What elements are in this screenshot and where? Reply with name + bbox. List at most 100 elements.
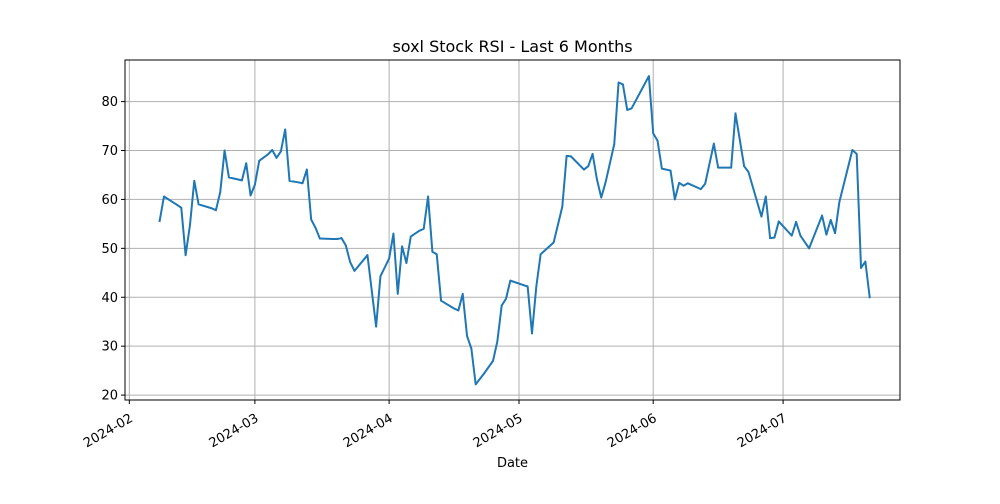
rsi-data-point xyxy=(673,198,676,201)
rsi-data-point xyxy=(210,207,213,210)
rsi-data-point xyxy=(496,340,499,343)
y-tick-label: 70 xyxy=(101,144,118,159)
plot-frame xyxy=(124,59,901,401)
rsi-data-point xyxy=(405,262,408,264)
rsi-data-point xyxy=(340,237,343,239)
rsi-data-point xyxy=(245,162,248,165)
rsi-data-point xyxy=(626,109,629,111)
rsi-data-point xyxy=(492,359,494,362)
rsi-data-point xyxy=(704,182,707,185)
rsi-data-point xyxy=(483,372,486,374)
rsi-data-point xyxy=(336,238,339,240)
rsi-data-point xyxy=(591,153,594,155)
rsi-data-point xyxy=(712,142,715,145)
rsi-data-point xyxy=(297,181,300,184)
rsi-data-point xyxy=(253,183,256,186)
rsi-data-point xyxy=(522,284,525,286)
rsi-data-point xyxy=(158,220,161,222)
rsi-data-point xyxy=(461,292,464,295)
rsi-data-point xyxy=(734,112,737,115)
rsi-data-point xyxy=(531,332,533,335)
rsi-data-point xyxy=(288,179,291,182)
rsi-data-point xyxy=(266,153,269,156)
rsi-data-point xyxy=(427,195,429,198)
rsi-data-point xyxy=(189,224,191,227)
rsi-data-point xyxy=(868,296,871,299)
rsi-data-point xyxy=(500,304,503,307)
rsi-data-point xyxy=(790,234,793,237)
rsi-data-point xyxy=(583,168,585,171)
rsi-data-point xyxy=(760,215,763,218)
chart-title: soxl Stock RSI - Last 6 Months xyxy=(392,37,632,56)
rsi-data-point xyxy=(331,238,334,240)
rsi-data-point xyxy=(539,253,542,256)
rsi-data-point xyxy=(219,191,222,193)
rsi-data-point xyxy=(509,279,512,282)
rsi-data-point xyxy=(622,83,624,86)
rsi-data-point xyxy=(660,167,663,170)
rsi-data-point xyxy=(279,150,282,153)
rsi-data-point xyxy=(249,194,252,197)
y-tick-label: 80 xyxy=(101,95,118,110)
rsi-data-point xyxy=(310,218,313,221)
rsi-data-point xyxy=(184,254,187,257)
rsi-data-point xyxy=(769,237,772,239)
rsi-data-point xyxy=(604,181,607,184)
rsi-data-point xyxy=(301,182,304,185)
rsi-data-point xyxy=(596,178,598,181)
rsi-data-point xyxy=(669,169,672,172)
rsi-data-point xyxy=(526,285,529,288)
rsi-data-point xyxy=(630,107,633,110)
rsi-data-point xyxy=(678,181,681,184)
rsi-data-point xyxy=(349,261,352,263)
rsi-data-point xyxy=(864,260,867,263)
rsi-data-point xyxy=(656,139,659,142)
rsi-data-point xyxy=(193,179,196,182)
y-tick-label: 20 xyxy=(101,389,118,404)
rsi-data-point xyxy=(418,229,421,232)
rsi-data-point xyxy=(730,166,733,169)
rsi-data-point xyxy=(466,335,468,337)
rsi-data-point xyxy=(682,184,685,187)
rsi-data-point xyxy=(375,325,378,328)
rsi-data-point xyxy=(318,237,321,240)
rsi-data-point xyxy=(535,285,538,288)
rsi-data-point xyxy=(838,200,841,203)
rsi-data-point xyxy=(440,299,442,302)
rsi-data-point xyxy=(565,154,568,157)
rsi-data-point xyxy=(747,171,750,173)
rsi-data-point xyxy=(470,347,473,350)
rsi-data-point xyxy=(561,205,564,208)
rsi-data-point xyxy=(587,165,590,168)
rsi-data-point xyxy=(552,241,555,244)
y-tick-label: 50 xyxy=(101,242,118,257)
series-layer xyxy=(158,75,871,386)
rsi-data-point xyxy=(855,153,858,155)
rsi-data-point xyxy=(773,236,776,239)
rsi-data-point xyxy=(808,247,810,250)
rsi-data-point xyxy=(163,195,165,198)
rsi-data-point xyxy=(271,149,274,151)
rsi-data-point xyxy=(600,196,603,199)
rsi-data-point xyxy=(344,244,347,247)
rsi-data-point xyxy=(314,226,317,229)
rsi-data-point xyxy=(860,267,862,269)
rsi-data-point xyxy=(825,233,828,236)
rsi-data-point xyxy=(241,179,243,182)
rsi-data-point xyxy=(829,219,832,221)
rsi-data-point xyxy=(215,209,217,212)
rsi-data-point xyxy=(392,232,395,235)
rsi-data-point xyxy=(717,166,720,169)
rsi-data-point xyxy=(180,206,183,209)
rsi-data-point xyxy=(258,159,261,162)
grid-layer xyxy=(125,60,900,400)
rsi-data-point xyxy=(197,203,200,206)
rsi-data-point xyxy=(799,234,802,237)
rsi-data-point xyxy=(366,254,369,257)
rsi-data-point xyxy=(453,307,455,310)
rsi-data-point xyxy=(795,221,797,223)
rsi-data-point xyxy=(305,168,308,171)
rsi-data-point xyxy=(570,155,572,158)
